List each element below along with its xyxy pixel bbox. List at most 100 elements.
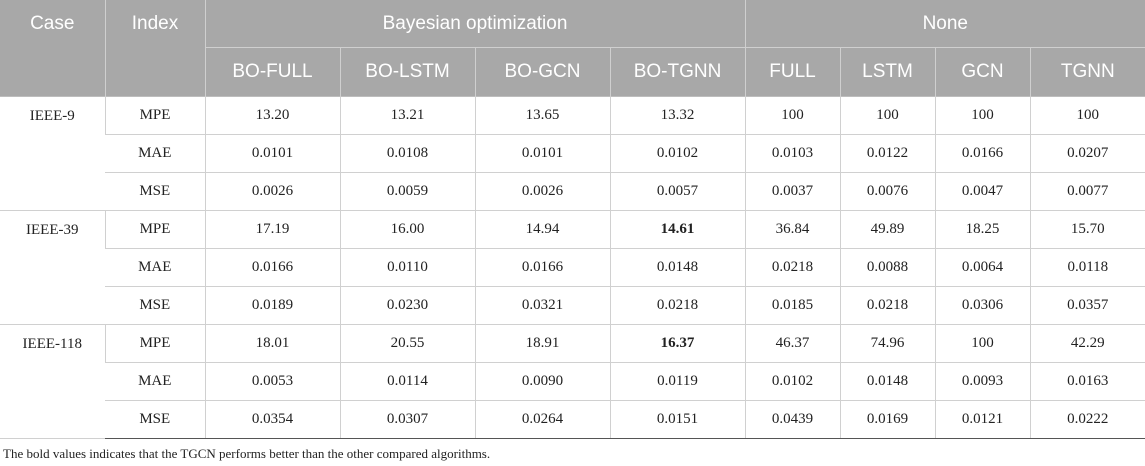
table-cell: 0.0057 (609, 172, 746, 211)
table-cell: 0.0222 (1029, 400, 1145, 439)
column-header: FULL (744, 47, 841, 97)
table-cell: 18.01 (204, 324, 340, 363)
table-cell: 0.0148 (839, 362, 936, 401)
table-row: MAE 0.0053 0.0114 0.0090 0.0119 0.0102 0… (0, 362, 1145, 401)
table-cell: 0.0169 (839, 400, 936, 439)
table-cell: 0.0118 (1029, 248, 1145, 287)
index-label: MAE (105, 362, 205, 401)
header-group-none: None (744, 0, 1145, 48)
case-name: IEEE-39 (0, 210, 105, 325)
table-cell: 16.00 (339, 210, 475, 249)
case-name: IEEE-118 (0, 324, 105, 439)
table-cell: 0.0101 (204, 134, 340, 173)
table-cell: 0.0108 (339, 134, 475, 173)
table-cell: 0.0026 (204, 172, 340, 211)
table-cell: 74.96 (839, 324, 936, 363)
table-cell: 0.0218 (839, 286, 936, 325)
table-cell: 0.0354 (204, 400, 340, 439)
table-cell: 0.0321 (474, 286, 610, 325)
table-cell: 0.0122 (839, 134, 936, 173)
table-header: Case Index Bayesian optimization None BO… (0, 0, 1145, 97)
table-cell: 17.19 (204, 210, 340, 249)
table-cell: 0.0114 (339, 362, 475, 401)
table-cell: 0.0090 (474, 362, 610, 401)
table-cell: 0.0037 (744, 172, 841, 211)
table-cell: 0.0077 (1029, 172, 1145, 211)
table-cell: 0.0166 (474, 248, 610, 287)
table-cell: 0.0102 (609, 134, 746, 173)
table-row: MAE 0.0166 0.0110 0.0166 0.0148 0.0218 0… (0, 248, 1145, 287)
header-index: Index (104, 0, 205, 97)
column-header: BO-FULL (204, 47, 340, 97)
table-cell: 100 (744, 96, 841, 135)
table-cell: 13.65 (474, 96, 610, 135)
column-header: BO-TGNN (609, 47, 746, 97)
index-label: MAE (105, 134, 205, 173)
column-header: TGNN (1029, 47, 1145, 97)
index-label: MSE (105, 400, 205, 439)
table-cell: 0.0103 (744, 134, 841, 173)
column-header: BO-LSTM (339, 47, 475, 97)
table-cell: 20.55 (339, 324, 475, 363)
table-cell: 0.0264 (474, 400, 610, 439)
table-cell: 0.0076 (839, 172, 936, 211)
table-cell: 0.0357 (1029, 286, 1145, 325)
table-cell: 0.0101 (474, 134, 610, 173)
table-cell: 14.94 (474, 210, 610, 249)
table-cell: 0.0163 (1029, 362, 1145, 401)
table-cell: 0.0230 (339, 286, 475, 325)
table-cell: 100 (934, 96, 1031, 135)
table-row: MSE 0.0026 0.0059 0.0026 0.0057 0.0037 0… (0, 172, 1145, 211)
table-cell: 13.21 (339, 96, 475, 135)
table-cell: 49.89 (839, 210, 936, 249)
header-group-bayesian: Bayesian optimization (204, 0, 746, 48)
table-cell: 0.0218 (609, 286, 746, 325)
table-cell: 18.91 (474, 324, 610, 363)
table-cell: 0.0026 (474, 172, 610, 211)
index-label: MSE (105, 286, 205, 325)
table-cell: 0.0053 (204, 362, 340, 401)
column-header: GCN (934, 47, 1031, 97)
table-row: IEEE-9 MPE 13.20 13.21 13.65 13.32 100 1… (0, 96, 1145, 211)
table-row: MSE 0.0354 0.0307 0.0264 0.0151 0.0439 0… (0, 400, 1145, 439)
index-label: MPE (104, 96, 205, 135)
index-label: MPE (104, 210, 205, 249)
table-cell: 0.0166 (934, 134, 1031, 173)
table-cell: 0.0059 (339, 172, 475, 211)
table-cell: 0.0151 (609, 400, 746, 439)
table-cell: 0.0218 (744, 248, 841, 287)
table-cell: 0.0207 (1029, 134, 1145, 173)
table-cell: 0.0093 (934, 362, 1031, 401)
table-cell-best: 16.37 (609, 324, 746, 363)
table-cell: 0.0064 (934, 248, 1031, 287)
column-header: LSTM (839, 47, 936, 97)
table-cell: 0.0148 (609, 248, 746, 287)
table-cell: 0.0439 (744, 400, 841, 439)
table-cell: 0.0189 (204, 286, 340, 325)
table-body: IEEE-9 MPE 13.20 13.21 13.65 13.32 100 1… (0, 96, 1145, 439)
table-cell: 0.0119 (609, 362, 746, 401)
table-cell: 15.70 (1029, 210, 1145, 249)
table-cell: 0.0166 (204, 248, 340, 287)
table-cell: 100 (839, 96, 936, 135)
table-cell: 0.0047 (934, 172, 1031, 211)
table-cell: 100 (1029, 96, 1145, 135)
table-cell: 0.0110 (339, 248, 475, 287)
table-cell: 18.25 (934, 210, 1031, 249)
table-cell: 42.29 (1029, 324, 1145, 363)
table-cell: 46.37 (744, 324, 841, 363)
header-case: Case (0, 0, 105, 97)
table-row: IEEE-39 MPE 17.19 16.00 14.94 14.61 36.8… (0, 210, 1145, 325)
table-cell: 0.0121 (934, 400, 1031, 439)
table-cell: 0.0102 (744, 362, 841, 401)
table-row: MAE 0.0101 0.0108 0.0101 0.0102 0.0103 0… (0, 134, 1145, 173)
table-footnote: The bold values indicates that the TGCN … (3, 446, 491, 461)
table-cell: 13.32 (609, 96, 746, 135)
table-cell: 13.20 (204, 96, 340, 135)
table-row: IEEE-118 MPE 18.01 20.55 18.91 16.37 46.… (0, 324, 1145, 439)
column-header: BO-GCN (474, 47, 610, 97)
table-cell: 0.0306 (934, 286, 1031, 325)
case-name: IEEE-9 (0, 96, 105, 211)
table-cell-best: 14.61 (609, 210, 746, 249)
table-row: MSE 0.0189 0.0230 0.0321 0.0218 0.0185 0… (0, 286, 1145, 325)
